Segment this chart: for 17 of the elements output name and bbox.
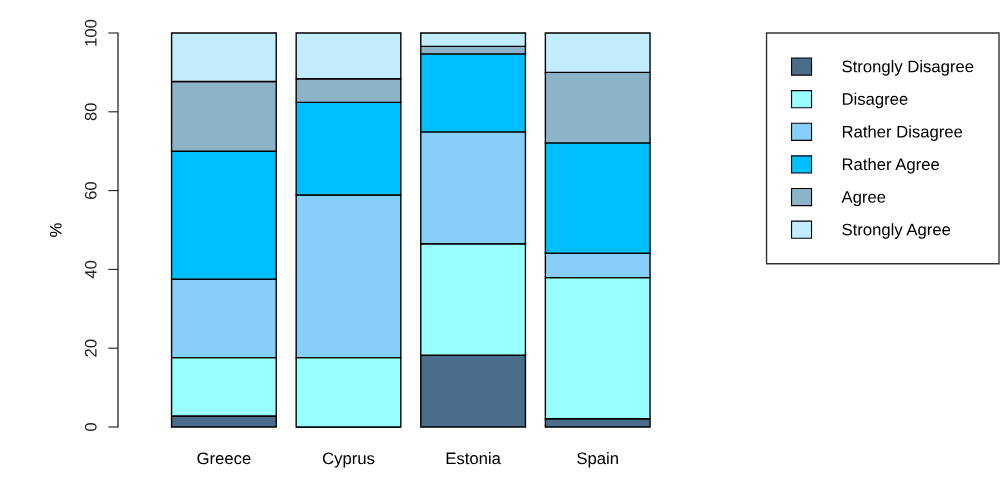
- x-tick-label: Spain: [577, 452, 618, 468]
- legend-label: Agree: [841, 191, 886, 207]
- legend-label: Rather Disagree: [842, 125, 963, 141]
- y-tick-label: 100: [84, 19, 97, 46]
- y-axis-title: %: [49, 223, 62, 237]
- legend-label: Strongly Agree: [842, 223, 951, 239]
- y-tick-label: 40: [84, 260, 97, 279]
- x-tick-label: Estonia: [446, 452, 501, 465]
- x-tick-label: Cyprus: [322, 452, 375, 468]
- y-tick-label: 20: [84, 339, 97, 357]
- y-tick-label: 60: [84, 181, 97, 200]
- y-tick-label: 80: [84, 103, 97, 121]
- y-tick-label: 0: [84, 423, 97, 431]
- legend-label: Strongly Disagree: [842, 60, 974, 76]
- x-tick-label: Greece: [197, 452, 251, 465]
- legend-label: Disagree: [842, 92, 908, 109]
- legend-label: Rather Agree: [842, 157, 940, 174]
